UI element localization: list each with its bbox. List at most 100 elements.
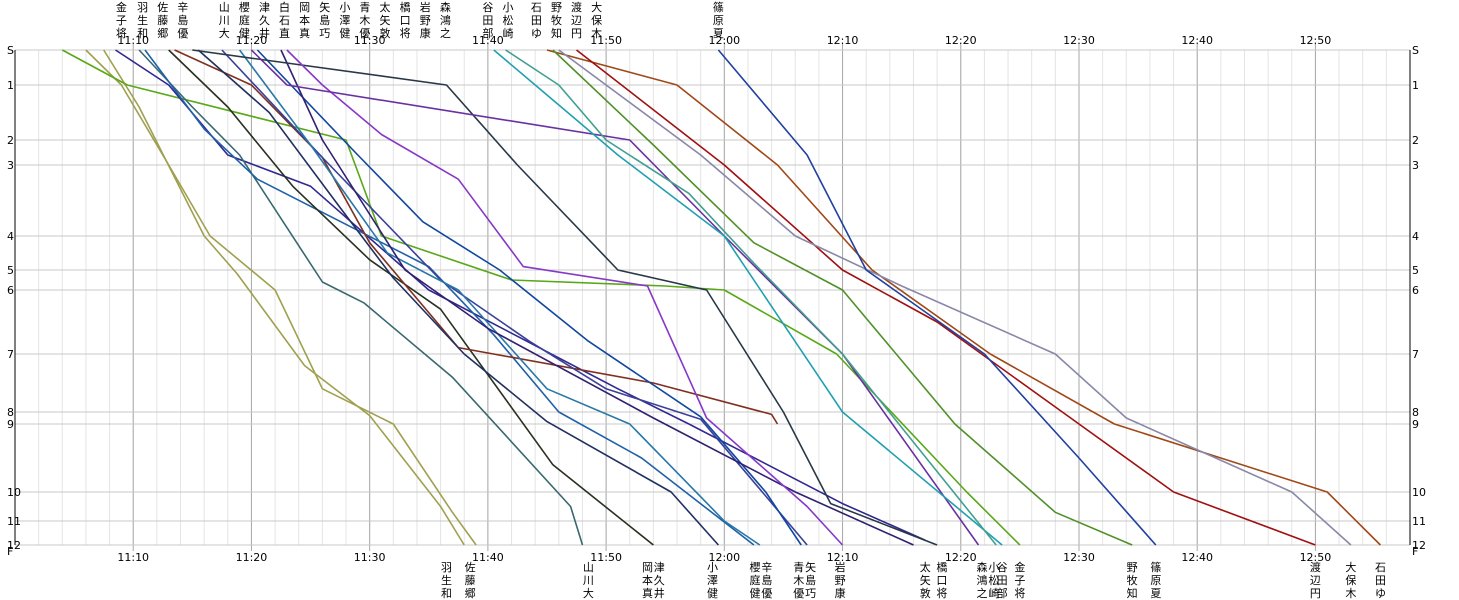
x-axis-bottom-ticks: 11:10 11:20 11:30 11:40 11:50 12:00 12:10 12:20… xyxy=(117,551,1331,564)
bottom-runner-label: 森 xyxy=(977,560,988,574)
top-runner-label: 木 xyxy=(591,27,602,40)
y-tick-label: S xyxy=(1412,44,1419,57)
top-runner-label: 矢 xyxy=(380,13,391,27)
x-tick-label: 11:50 xyxy=(590,34,622,47)
bottom-runner-label: 子 xyxy=(1014,574,1025,587)
top-runner-label: 円 xyxy=(571,27,582,40)
x-tick-label: 12:10 xyxy=(827,34,859,47)
top-runner-label: 大 xyxy=(591,0,602,14)
y-tick-label: F xyxy=(7,545,13,558)
bottom-runner-label: 藤 xyxy=(465,574,476,587)
series-line xyxy=(280,49,914,546)
bottom-runner-label: 康 xyxy=(835,586,846,600)
top-runner-label: 康 xyxy=(420,26,431,40)
bottom-runner-label: 和 xyxy=(441,587,452,600)
y-tick-label: 7 xyxy=(7,348,14,361)
bottom-runner-label: 優 xyxy=(761,587,772,600)
top-runner-label: 谷 xyxy=(482,1,493,14)
top-runner-label: 森 xyxy=(440,0,451,14)
x-tick-label: 12:50 xyxy=(1300,551,1332,564)
bottom-runner-label: 円 xyxy=(1310,587,1321,600)
x-tick-label: 12:30 xyxy=(1063,551,1095,564)
series-line xyxy=(576,49,1316,546)
bottom-runner-label: 優 xyxy=(793,587,804,600)
series-line xyxy=(286,49,844,546)
y-tick-label: 11 xyxy=(1412,515,1426,528)
y-tick-label: 12 xyxy=(7,539,21,552)
top-runner-label: 将 xyxy=(400,27,411,40)
top-runner-label: 辺 xyxy=(571,14,582,27)
top-runner-label: 保 xyxy=(591,13,602,27)
x-tick-label: 12:00 xyxy=(708,551,740,564)
top-runner-label: 白 xyxy=(279,0,290,14)
top-runner-label: 鴻 xyxy=(440,13,451,27)
series-line xyxy=(115,49,926,541)
bottom-runner-label: 青 xyxy=(793,561,804,574)
series-line xyxy=(144,49,755,546)
series-line xyxy=(61,49,1021,546)
y-tick-label: 9 xyxy=(1412,418,1419,431)
bottom-runner-label: 本 xyxy=(642,573,653,587)
bottom-runner-label: 知 xyxy=(1127,586,1138,600)
top-runner-label: 本 xyxy=(299,13,310,27)
top-runner-label: 木 xyxy=(359,14,370,27)
bottom-runner-label: 辺 xyxy=(1310,574,1321,587)
bottom-runner-label: 小 xyxy=(988,561,999,574)
top-runner-label: 崎 xyxy=(502,26,513,40)
series-line xyxy=(717,49,1157,546)
series-line xyxy=(493,49,1003,546)
bottom-runner-label: 将 xyxy=(1014,587,1025,600)
y-tick-label: 1 xyxy=(7,79,14,92)
bottom-runner-label: 井 xyxy=(654,586,665,600)
bottom-runner-labels: 羽生和佐藤郷山川大岡本真津久井小澤健櫻庭健辛島優青木優矢島巧岩野康太矢敦橋口将森… xyxy=(441,560,1386,600)
top-runner-label: 小 xyxy=(339,1,350,14)
bottom-runner-label: 久 xyxy=(654,574,665,587)
bottom-runner-label: 生 xyxy=(441,573,452,587)
series-line xyxy=(552,49,1133,546)
y-tick-label: 12 xyxy=(1412,539,1426,552)
gridlines xyxy=(14,44,1411,551)
top-runner-label: 松 xyxy=(502,13,513,27)
top-runner-label: 巧 xyxy=(319,27,330,40)
y-tick-label: 5 xyxy=(7,264,14,277)
bottom-runner-label: 矢 xyxy=(920,573,931,587)
series-line xyxy=(138,49,584,546)
y-tick-label: 2 xyxy=(1412,134,1419,147)
top-runner-label: 藤 xyxy=(157,14,168,27)
top-runner-label: 野 xyxy=(420,14,431,27)
bottom-runner-label: 木 xyxy=(793,574,804,587)
series-line xyxy=(558,49,1352,546)
top-runner-label: 櫻 xyxy=(239,0,250,14)
x-tick-label: 11:10 xyxy=(117,551,149,564)
y-tick-label: 10 xyxy=(7,486,21,499)
bottom-runner-label: 崎 xyxy=(988,586,999,600)
top-runner-label: 橋 xyxy=(400,0,411,14)
bottom-runner-label: 松 xyxy=(988,573,999,587)
x-tick-label: 11:30 xyxy=(354,34,386,47)
top-runner-label: 渡 xyxy=(571,0,582,14)
x-tick-label: 12:20 xyxy=(945,34,977,47)
bottom-runner-label: 健 xyxy=(750,587,761,600)
bottom-runner-label: 健 xyxy=(707,587,718,600)
x-tick-label: 11:40 xyxy=(472,551,504,564)
bottom-runner-label: 大 xyxy=(1345,560,1356,574)
x-axis-top-ticks: 11:10 11:20 11:30 11:40 11:50 12:00 12:10 12:20… xyxy=(117,34,1331,47)
bottom-runner-label: 太 xyxy=(920,561,931,574)
bottom-runner-label: 之 xyxy=(977,586,988,600)
top-runner-label: 健 xyxy=(339,27,350,40)
top-runner-label: 井 xyxy=(259,26,270,40)
top-runner-label: 佐 xyxy=(157,0,168,14)
bottom-runner-label: 岩 xyxy=(835,560,846,574)
bottom-runner-label: 田 xyxy=(997,574,1008,587)
bottom-runner-label: 鴻 xyxy=(977,573,988,587)
top-runner-label: 将 xyxy=(116,27,127,40)
bottom-runner-label: 原 xyxy=(1150,574,1161,587)
series-line xyxy=(505,49,997,546)
bottom-runner-label: 島 xyxy=(761,573,772,587)
bottom-runner-label: 渡 xyxy=(1310,560,1321,574)
series-line xyxy=(256,49,802,546)
series-line xyxy=(197,49,719,546)
bottom-runner-label: 保 xyxy=(1345,573,1356,587)
